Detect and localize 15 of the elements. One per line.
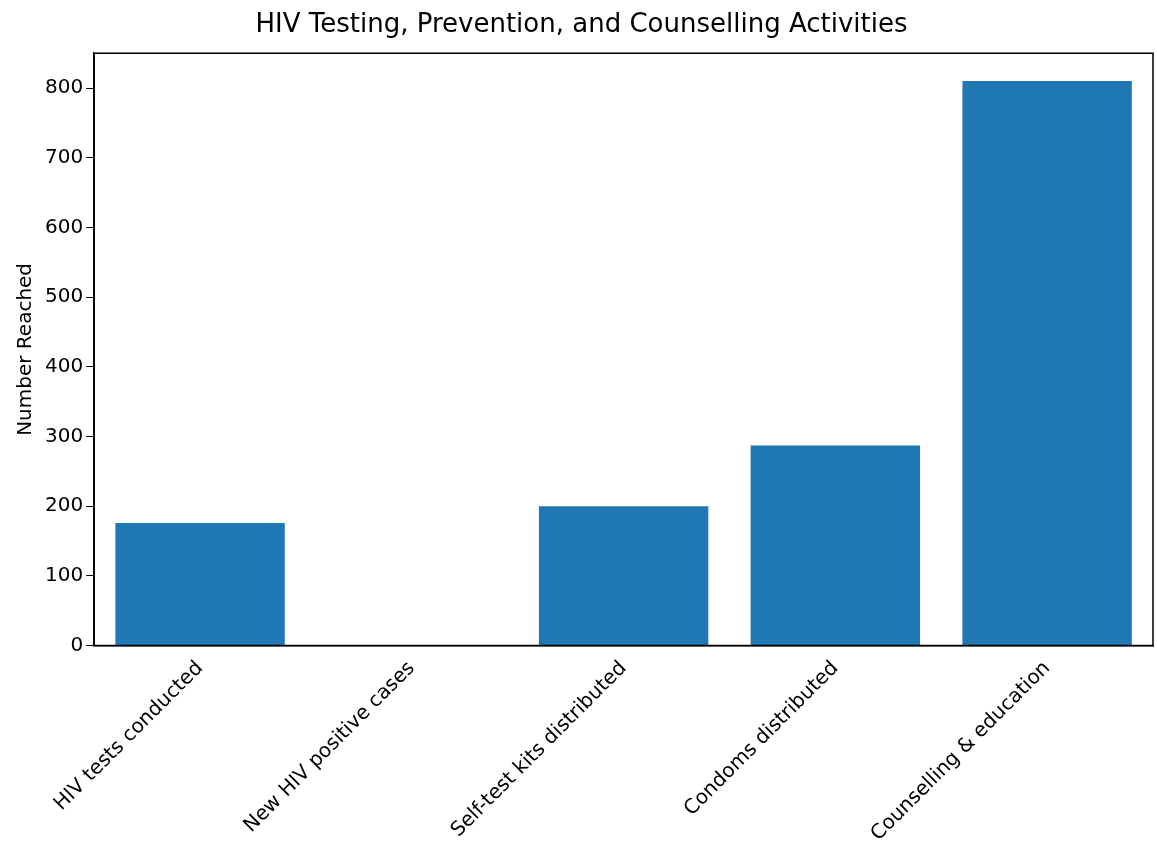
y-axis-title: Number Reached [12,262,37,436]
bar [538,506,709,646]
bar [750,445,921,646]
y-tick-label: 0 [70,631,84,656]
y-tick-label: 300 [44,422,84,447]
y-tick-label: 100 [44,562,84,587]
bar [962,81,1132,646]
y-tick-label: 400 [44,353,84,378]
y-tick-label: 800 [44,74,84,99]
bar [115,522,285,646]
y-tick-label: 700 [44,143,84,168]
y-tick-label: 500 [44,283,84,308]
y-tick-label: 600 [44,213,84,238]
y-tick-label: 200 [44,492,84,517]
chart-title: HIV Testing, Prevention, and Counselling Activities [255,8,908,39]
